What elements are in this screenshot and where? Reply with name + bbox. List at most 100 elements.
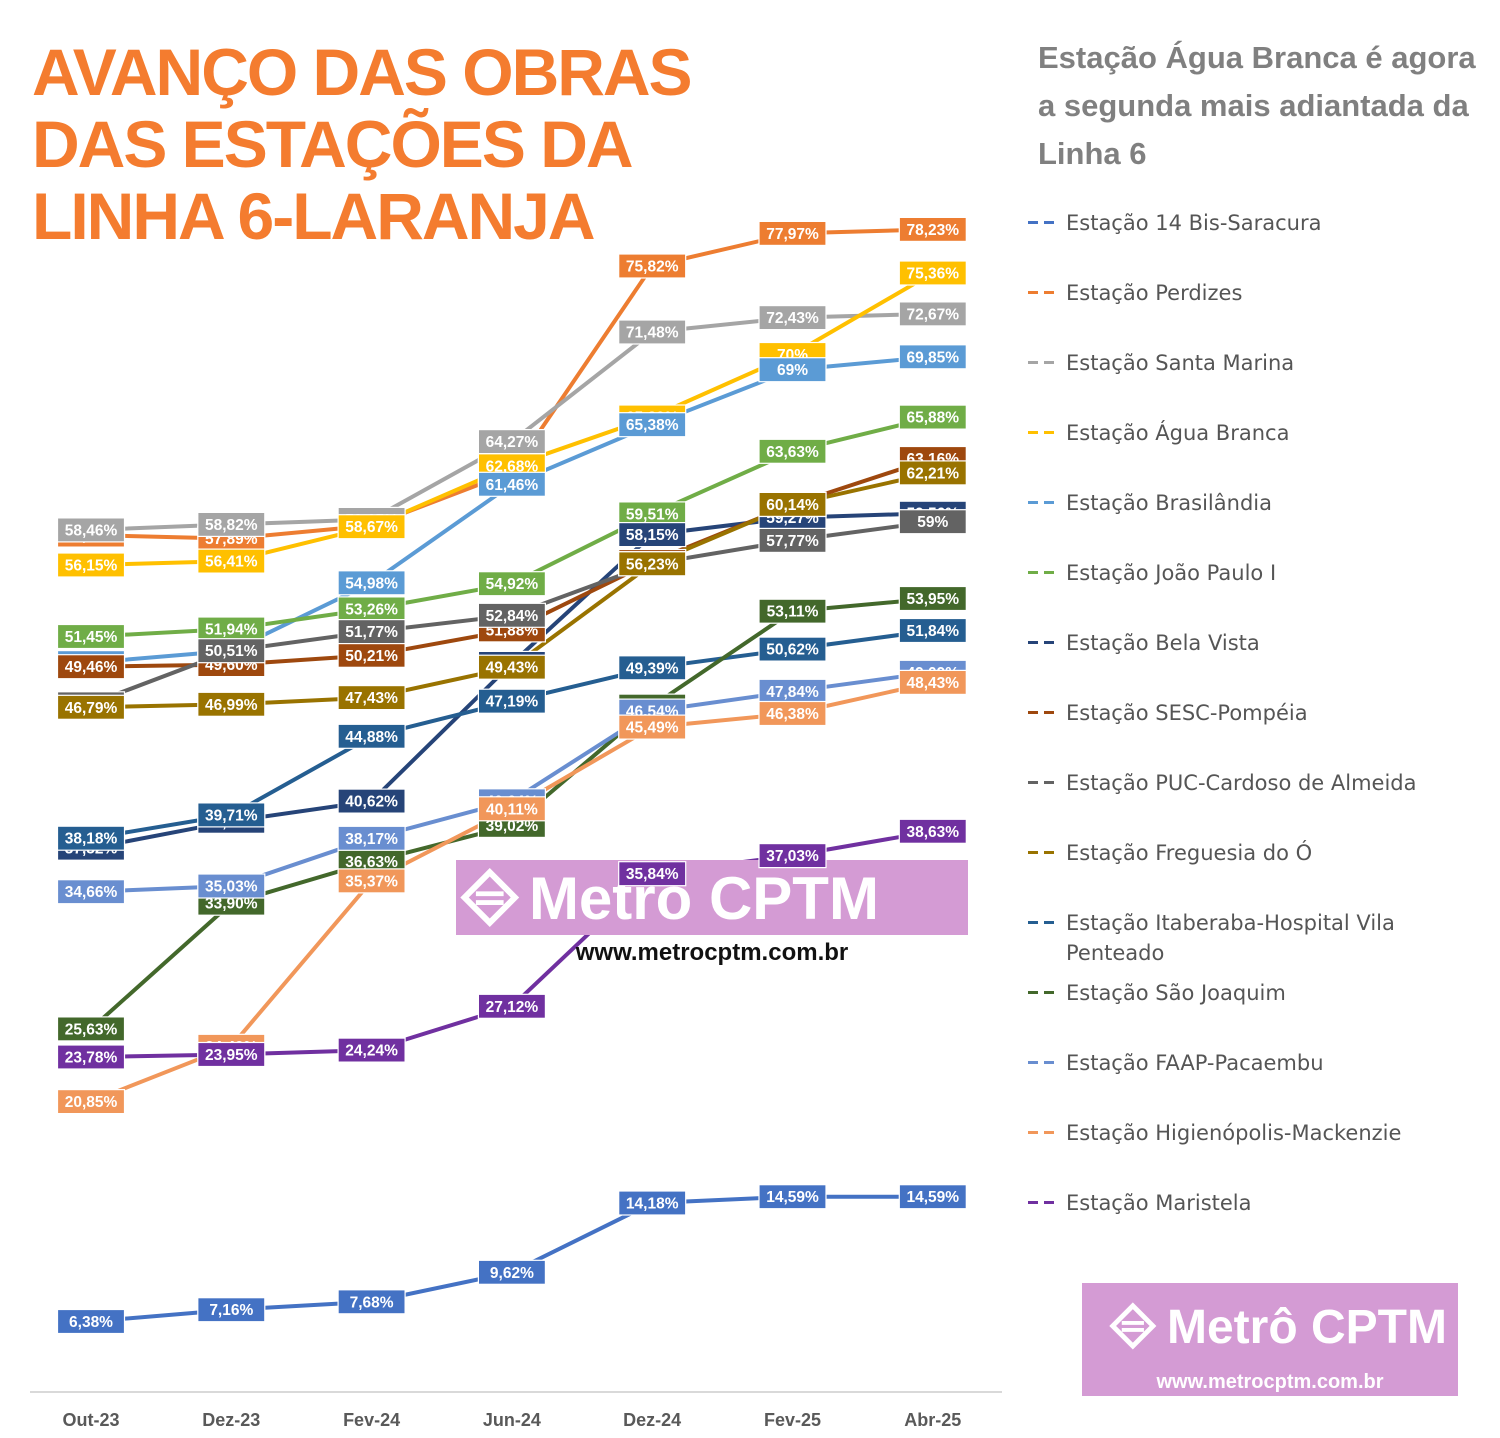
data-label: 53,11% bbox=[758, 598, 827, 624]
data-label: 49,46% bbox=[56, 654, 126, 680]
svg-text:14,18%: 14,18% bbox=[626, 1196, 679, 1213]
svg-text:58,46%: 58,46% bbox=[65, 522, 118, 539]
svg-text:35,03%: 35,03% bbox=[205, 879, 258, 896]
legend-item: Estação Santa Marina bbox=[1028, 348, 1478, 378]
svg-text:54,98%: 54,98% bbox=[345, 575, 398, 592]
svg-text:38,63%: 38,63% bbox=[907, 824, 960, 841]
svg-text:20,85%: 20,85% bbox=[65, 1094, 118, 1111]
svg-text:23,78%: 23,78% bbox=[65, 1050, 118, 1067]
data-label: 25,63% bbox=[56, 1016, 126, 1042]
svg-text:78,23%: 78,23% bbox=[907, 222, 960, 239]
legend-item: Estação São Joaquim bbox=[1028, 978, 1478, 1008]
data-label: 51,45% bbox=[56, 623, 126, 650]
svg-text:27,12%: 27,12% bbox=[486, 999, 539, 1016]
svg-text:50,51%: 50,51% bbox=[205, 643, 258, 660]
svg-text:54,92%: 54,92% bbox=[486, 576, 539, 593]
data-label: 14,59% bbox=[898, 1184, 967, 1210]
svg-text:37,03%: 37,03% bbox=[766, 848, 819, 865]
svg-text:71,48%: 71,48% bbox=[626, 325, 679, 342]
svg-text:59,51%: 59,51% bbox=[626, 506, 679, 523]
svg-text:36,63%: 36,63% bbox=[345, 854, 398, 871]
data-label: 27,12% bbox=[477, 993, 546, 1019]
data-label: 34,66% bbox=[56, 879, 126, 905]
data-label: 52,84% bbox=[477, 602, 546, 628]
title-line-1: AVANÇO DAS OBRAS bbox=[32, 35, 693, 109]
data-label: 40,62% bbox=[337, 788, 406, 814]
svg-text:51,45%: 51,45% bbox=[65, 629, 118, 646]
data-label: 69,85% bbox=[898, 344, 967, 370]
legend-swatch-icon bbox=[1028, 1201, 1066, 1204]
data-label: 38,17% bbox=[337, 825, 406, 851]
data-label: 72,67% bbox=[898, 301, 967, 327]
svg-text:35,84%: 35,84% bbox=[626, 866, 679, 883]
data-label: 35,37% bbox=[337, 868, 406, 894]
legend-swatch-icon bbox=[1028, 291, 1066, 294]
data-label: 9,62% bbox=[477, 1259, 546, 1285]
svg-text:75,82%: 75,82% bbox=[626, 259, 679, 276]
data-label: 47,19% bbox=[477, 688, 546, 714]
legend-label: Estação FAAP-Pacaembu bbox=[1066, 1051, 1324, 1075]
data-label: 46,38% bbox=[758, 700, 827, 727]
series-lines bbox=[89, 227, 935, 1324]
legend-swatch-icon bbox=[1028, 221, 1066, 224]
svg-text:69%: 69% bbox=[777, 362, 808, 379]
watermark-box bbox=[1082, 1283, 1458, 1396]
legend-label: Estação Perdizes bbox=[1066, 281, 1243, 305]
svg-text:49,43%: 49,43% bbox=[486, 660, 539, 677]
legend-label: Estação Brasilândia bbox=[1066, 491, 1272, 515]
chart-subtitle: Estação Água Branca é agora a segunda ma… bbox=[1038, 40, 1476, 171]
legend-swatch-icon bbox=[1028, 921, 1066, 924]
legend-item: Estação 14 Bis-Saracura bbox=[1028, 208, 1478, 238]
svg-text:57,77%: 57,77% bbox=[766, 533, 819, 550]
data-label: 40,11% bbox=[477, 796, 546, 822]
data-label: 54,98% bbox=[337, 570, 406, 596]
svg-text:64,27%: 64,27% bbox=[486, 434, 539, 451]
title-line-2: DAS ESTAÇÕES DA bbox=[32, 107, 634, 181]
svg-text:44,88%: 44,88% bbox=[345, 729, 398, 746]
svg-text:40,62%: 40,62% bbox=[345, 794, 398, 811]
svg-text:40,11%: 40,11% bbox=[486, 801, 538, 818]
data-label: 7,16% bbox=[197, 1297, 266, 1323]
legend-item: Estação Brasilândia bbox=[1028, 488, 1478, 518]
svg-text:52,84%: 52,84% bbox=[486, 608, 539, 625]
svg-text:14,59%: 14,59% bbox=[766, 1189, 819, 1206]
data-label: 71,48% bbox=[618, 319, 687, 345]
data-label: 56,23% bbox=[618, 551, 687, 577]
legend-label: Estação Higienópolis-Mackenzie bbox=[1066, 1121, 1402, 1145]
legend-swatch-icon bbox=[1028, 1061, 1066, 1064]
svg-text:51,77%: 51,77% bbox=[345, 624, 398, 641]
data-label: 35,84% bbox=[618, 861, 687, 887]
svg-text:58,82%: 58,82% bbox=[205, 517, 258, 534]
legend-label: Estação Itaberaba-Hospital Vila Penteado bbox=[1066, 911, 1395, 965]
data-label: 20,85% bbox=[56, 1088, 126, 1115]
legend-swatch-icon bbox=[1028, 431, 1066, 434]
data-label: 58,67% bbox=[337, 514, 406, 540]
svg-text:53,26%: 53,26% bbox=[345, 601, 398, 618]
svg-text:62,68%: 62,68% bbox=[486, 458, 539, 475]
data-label: 39,71% bbox=[197, 802, 266, 828]
x-tick-label: Dez-24 bbox=[623, 1410, 681, 1430]
metro-logo-icon bbox=[1109, 1302, 1157, 1350]
svg-text:46,99%: 46,99% bbox=[205, 697, 258, 714]
svg-text:60,14%: 60,14% bbox=[766, 497, 819, 514]
svg-text:61,46%: 61,46% bbox=[486, 477, 539, 494]
data-label: 50,62% bbox=[758, 636, 827, 662]
svg-text:46,38%: 46,38% bbox=[766, 706, 819, 723]
data-label: 58,15% bbox=[618, 521, 687, 548]
data-label: 77,97% bbox=[758, 220, 827, 246]
data-label: 24,24% bbox=[337, 1037, 406, 1063]
legend-swatch-icon bbox=[1028, 711, 1066, 714]
data-label: 54,92% bbox=[477, 571, 546, 597]
data-label: 49,39% bbox=[618, 655, 687, 681]
svg-text:9,62%: 9,62% bbox=[490, 1265, 534, 1282]
svg-text:24,24%: 24,24% bbox=[345, 1043, 398, 1060]
legend-swatch-icon bbox=[1028, 361, 1066, 364]
metro-logo-stripes-icon bbox=[475, 891, 504, 905]
data-label: 57,77% bbox=[758, 527, 827, 554]
svg-text:56,23%: 56,23% bbox=[626, 556, 679, 573]
legend-swatch-icon bbox=[1028, 991, 1066, 994]
svg-text:69,85%: 69,85% bbox=[907, 349, 960, 366]
data-label: 47,84% bbox=[758, 678, 827, 704]
svg-text:34,66%: 34,66% bbox=[65, 884, 118, 901]
data-label: 56,41% bbox=[197, 548, 266, 574]
